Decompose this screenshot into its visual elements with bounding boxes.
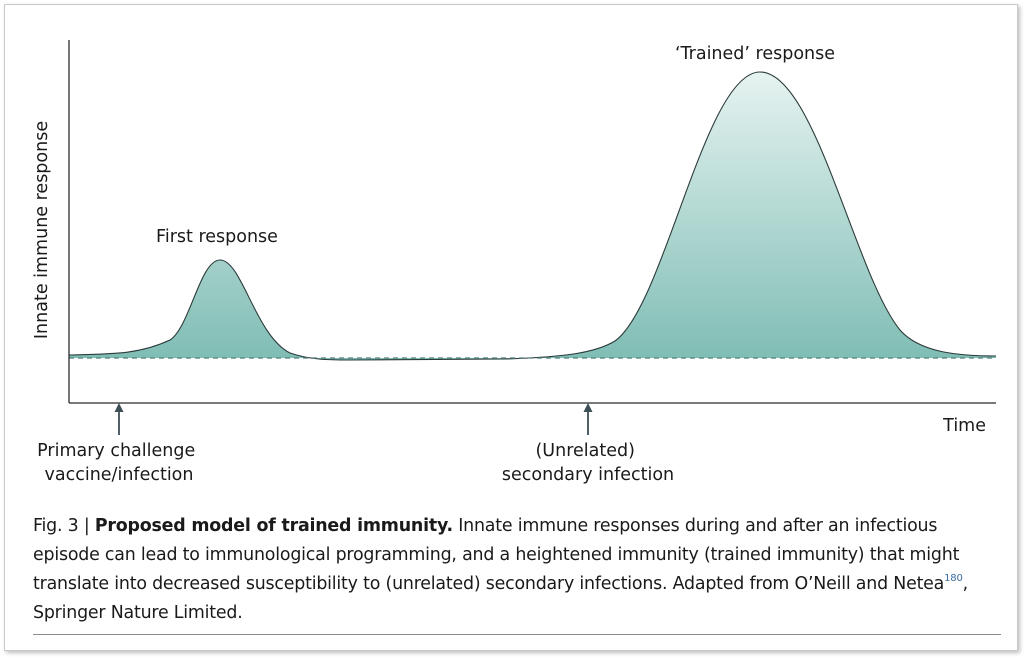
reference-link[interactable]: 180 xyxy=(944,573,963,584)
primary-challenge-arrow xyxy=(114,403,124,435)
secondary-infection-label: (Unrelated) secondary infection xyxy=(502,441,674,485)
primary-challenge-label: Primary challenge vaccine/infection xyxy=(37,441,201,485)
caption-text: Innate immune responses during and after… xyxy=(33,516,960,594)
trained-immunity-diagram: Innate immune response Time First respon… xyxy=(32,40,997,485)
caption-divider xyxy=(33,634,1001,635)
figure-panel: Innate immune response Time First respon… xyxy=(4,4,1018,651)
figure-caption: Fig. 3 | Proposed model of trained immun… xyxy=(33,512,1001,628)
response-curve xyxy=(69,72,996,360)
secondary-infection-arrow xyxy=(583,403,593,435)
caption-source: , Springer Nature Limited. xyxy=(33,574,968,623)
caption-title: Proposed model of trained immunity. xyxy=(94,516,453,536)
y-axis-label: Innate immune response xyxy=(32,121,52,339)
response-outline xyxy=(68,71,997,361)
trained-response-label: ‘Trained’ response xyxy=(675,44,835,64)
first-response-label: First response xyxy=(156,227,278,247)
figure-number: Fig. 3 | xyxy=(33,516,90,536)
x-axis-label: Time xyxy=(942,416,986,436)
